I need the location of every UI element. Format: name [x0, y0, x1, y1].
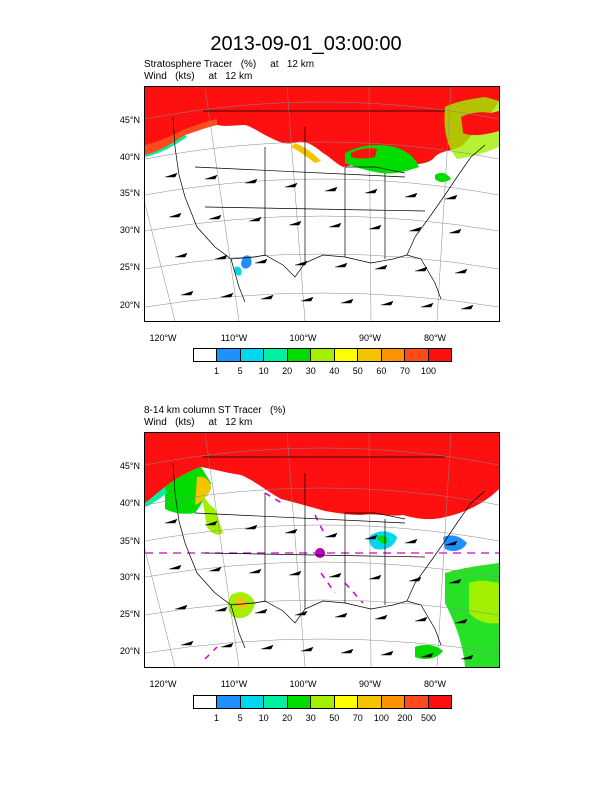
colorbar-label: 40 [329, 366, 340, 376]
colorbar-label: 60 [376, 366, 387, 376]
colorbar-label: 1 [214, 713, 220, 723]
colorbar-swatch [311, 349, 335, 361]
colorbar-swatch [405, 349, 429, 361]
colorbar-swatch [194, 349, 218, 361]
colorbar-swatch [358, 349, 382, 361]
panel1-title-line1: Stratosphere Tracer (%) at 12 km [144, 59, 315, 70]
panel2-lon-label: 110°W [220, 679, 248, 689]
panel1-graticule [145, 87, 499, 321]
magenta-dashed-segments [204, 492, 364, 660]
panel1-lon-label: 100°W [289, 333, 317, 343]
panel1-colorbar [193, 348, 452, 362]
colorbar-label: 20 [282, 366, 293, 376]
panel2-lon-label: 80°W [423, 679, 447, 689]
colorbar-label: 70 [352, 713, 363, 723]
colorbar-label: 50 [352, 366, 363, 376]
panel1-lat-label: 30°N [119, 225, 140, 235]
tracer-high-region [145, 87, 499, 167]
colorbar-swatch [311, 696, 335, 708]
colorbar-swatch [217, 696, 241, 708]
colorbar-label: 20 [282, 713, 293, 723]
panel1-lon-label: 110°W [220, 333, 248, 343]
panel2-lat-label: 30°N [119, 572, 140, 582]
tracer-southwest-patch1 [241, 255, 252, 269]
tracer-edge-orange [145, 119, 217, 155]
panel2-colorbar-labels: 1 5 10 20 30 50 70 100 200 500 [193, 713, 452, 725]
tracer-west-yellow [195, 476, 211, 505]
colorbar-swatch [194, 696, 218, 708]
panel2-map-canvas [145, 433, 499, 667]
panel2-lat-label: 45°N [119, 461, 140, 471]
colorbar-label: 10 [258, 713, 269, 723]
panel1-lon-label: 90°W [358, 333, 382, 343]
colorbar-label: 200 [397, 713, 413, 723]
colorbar-swatch [240, 349, 265, 361]
panel1-wind-barbs [165, 172, 474, 310]
colorbar-label: 100 [373, 713, 389, 723]
colorbar-label: 70 [399, 366, 410, 376]
panel1-lon-label: 120°W [149, 333, 177, 343]
panel2-lat-label: 40°N [119, 498, 140, 508]
colorbar-label: 50 [329, 713, 340, 723]
panel1-lat-label: 20°N [119, 300, 140, 310]
panel2-lat-label: 35°N [119, 536, 140, 546]
panel1-lat-label: 40°N [119, 152, 140, 162]
panel2-map [144, 432, 500, 668]
tracer-great-lakes-core [351, 148, 377, 159]
colorbar-swatch [334, 696, 359, 708]
panel2-lat-label: 20°N [119, 646, 140, 656]
colorbar-label: 100 [420, 366, 436, 376]
panel2-lon-label: 100°W [289, 679, 317, 689]
tracer-southwest-patch2 [234, 266, 242, 276]
colorbar-swatch [287, 349, 312, 361]
colorbar-swatch [334, 349, 359, 361]
panel2-lon-label: 120°W [149, 679, 177, 689]
colorbar-swatch [405, 696, 429, 708]
panel2-title-line2: Wind (kts) at 12 km [144, 417, 253, 428]
tracer-edge-green [145, 135, 187, 157]
tracer-west-lime [201, 491, 223, 535]
colorbar-swatch [428, 349, 451, 361]
panel1-map-canvas [145, 87, 499, 321]
panel2-colorbar [193, 695, 452, 709]
tracer-coast-patch [435, 172, 451, 182]
panel1-title-line2: Wind (kts) at 12 km [144, 71, 253, 82]
colorbar-swatch [287, 696, 312, 708]
panel2-wind-barbs [165, 518, 474, 660]
colorbar-swatch [240, 696, 265, 708]
colorbar-label: 5 [237, 713, 243, 723]
main-title: 2013-09-01_03:00:00 [210, 33, 402, 55]
panel2-lat-label: 25°N [119, 609, 140, 619]
panel1-lat-label: 35°N [119, 188, 140, 198]
colorbar-swatch [381, 349, 406, 361]
colorbar-swatch [264, 696, 288, 708]
colorbar-swatch [381, 696, 406, 708]
colorbar-label: 30 [305, 366, 316, 376]
colorbar-swatch [428, 696, 451, 708]
colorbar-label: 30 [305, 713, 316, 723]
tracer-atlantic-lime [469, 580, 499, 624]
colorbar-label: 500 [420, 713, 436, 723]
panel1-lat-label: 45°N [119, 115, 140, 125]
colorbar-label: 1 [214, 366, 220, 376]
colorbar-swatch [264, 349, 288, 361]
panel2-graticule [145, 433, 499, 667]
panel2-coastlines [172, 456, 486, 649]
colorbar-label: 10 [258, 366, 269, 376]
tracer-edge-yellow [291, 143, 321, 163]
panel2-lon-label: 90°W [358, 679, 382, 689]
tracer-edge-green [145, 487, 167, 507]
panel1-lon-label: 80°W [423, 333, 447, 343]
colorbar-swatch [217, 349, 241, 361]
panel1-map [144, 86, 500, 322]
tracer-caribbean-green [415, 644, 443, 659]
panel1-coastlines [172, 110, 486, 303]
panel1-lat-label: 25°N [119, 262, 140, 272]
colorbar-label: 5 [237, 366, 243, 376]
tracer-high-region [145, 433, 499, 520]
panel2-title-line1: 8-14 km column ST Tracer (%) [144, 405, 286, 416]
colorbar-swatch [358, 696, 382, 708]
panel1-colorbar-labels: 1 5 10 20 30 40 50 60 70 100 [193, 366, 452, 378]
